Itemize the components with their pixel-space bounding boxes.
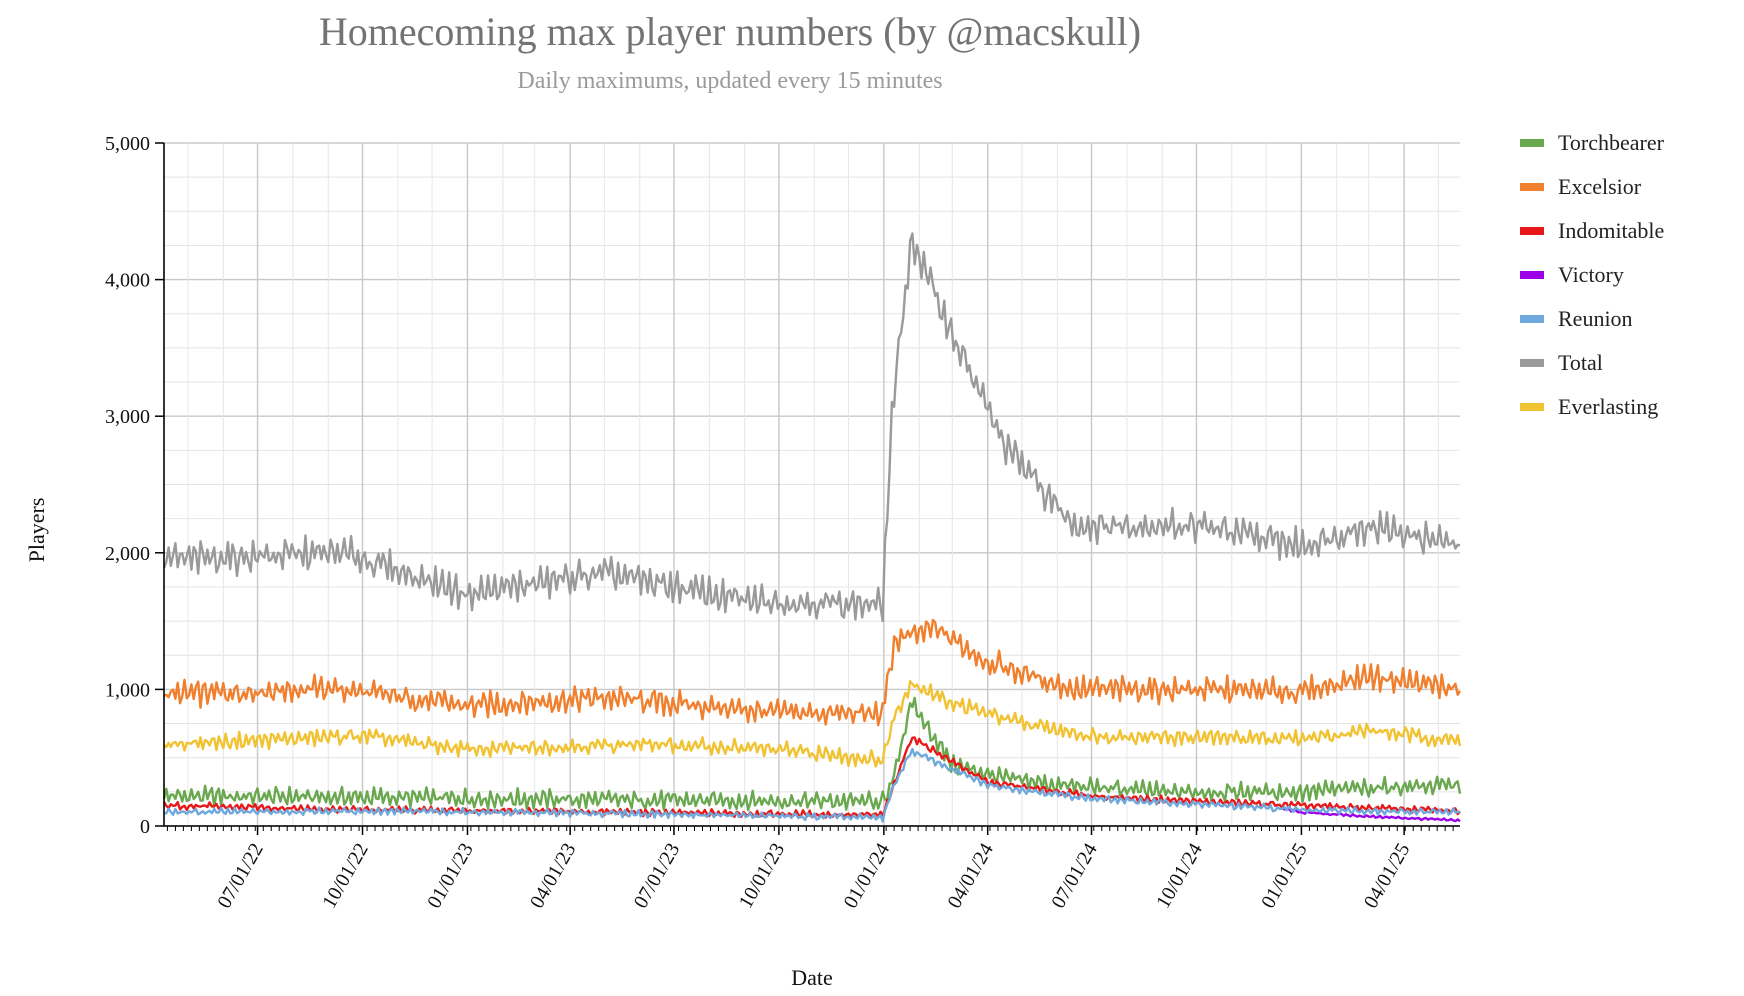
x-tick-label: 01/01/25	[1257, 840, 1312, 913]
series-lines	[162, 232, 1462, 823]
legend-label: Reunion	[1558, 306, 1633, 331]
series-line-everlasting	[163, 680, 1462, 768]
x-tick-label: 10/01/22	[318, 840, 373, 913]
legend-label: Indomitable	[1558, 218, 1664, 243]
x-tick-label: 04/01/23	[526, 840, 581, 913]
legend-label: Total	[1558, 350, 1603, 375]
grid	[164, 142, 1460, 827]
series-line-torchbearer	[162, 696, 1462, 812]
legend-swatch	[1520, 271, 1544, 279]
series-line-victory	[1281, 806, 1461, 823]
legend-swatch	[1520, 183, 1544, 191]
y-tick-label: 5,000	[105, 133, 150, 155]
y-axis-title: Players	[24, 498, 49, 563]
x-tick-label: 01/01/24	[840, 840, 895, 913]
x-tick-label: 01/01/23	[423, 840, 478, 913]
x-tick-label: 10/01/24	[1152, 840, 1207, 913]
legend-label: Torchbearer	[1558, 130, 1665, 155]
x-tick-label: 04/01/24	[943, 840, 998, 913]
x-tick-label: 04/01/25	[1360, 840, 1415, 913]
legend-label: Excelsior	[1558, 174, 1642, 199]
chart-title: Homecoming max player numbers (by @macsk…	[318, 9, 1142, 54]
x-tick-label: 07/01/22	[213, 840, 268, 913]
x-axis-title: Date	[791, 965, 833, 990]
legend-swatch	[1520, 227, 1544, 235]
legend-swatch	[1520, 359, 1544, 367]
legend-label: Everlasting	[1558, 394, 1658, 419]
y-tick-label: 3,000	[105, 406, 150, 428]
legend-swatch	[1520, 315, 1544, 323]
legend-swatch	[1520, 139, 1544, 147]
legend-swatch	[1520, 403, 1544, 411]
x-tick-label: 07/01/23	[630, 840, 685, 913]
y-tick-label: 2,000	[105, 543, 150, 565]
legend-label: Victory	[1558, 262, 1624, 287]
series-line-total	[162, 232, 1461, 623]
x-tick-label: 10/01/23	[735, 840, 790, 913]
y-tick-label: 0	[140, 816, 150, 838]
y-tick-label: 4,000	[105, 270, 150, 292]
series-line-excelsior	[163, 618, 1462, 727]
x-tick-label: 07/01/24	[1047, 840, 1102, 913]
legend: Torchbearer Excelsior Indomitable Victory Re…	[1520, 130, 1665, 419]
chart-subtitle: Daily maximums, updated every 15 minutes	[517, 68, 943, 94]
series-line-reunion	[163, 747, 1461, 823]
y-tick-label: 1,000	[105, 679, 150, 701]
